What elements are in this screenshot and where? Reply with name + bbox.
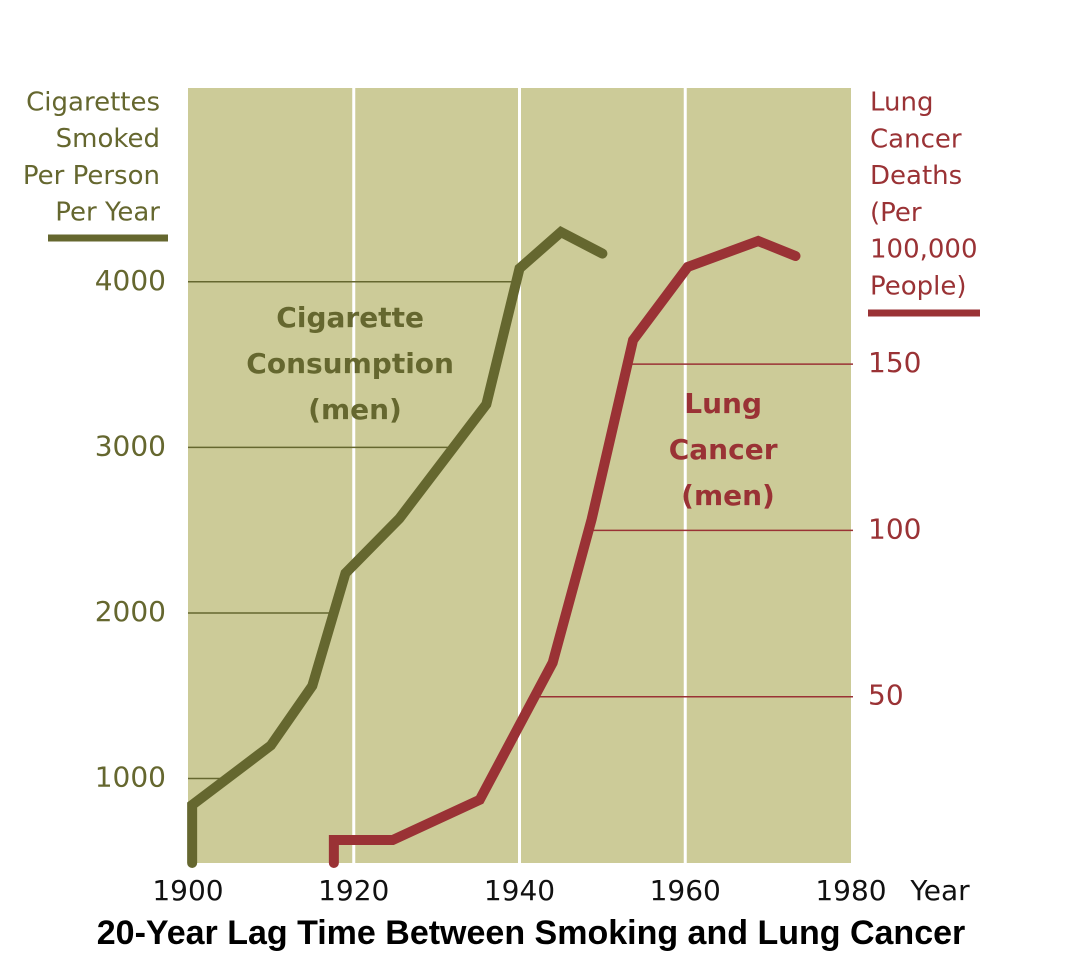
series-label: Cigarette Consumption (men) [246, 301, 463, 426]
y-tick-label: 2000 [95, 595, 166, 628]
y2-axis-label: (Per [870, 198, 922, 228]
y-tick-label: 3000 [95, 429, 166, 462]
y2-axis-label: 100,000 [870, 235, 978, 265]
y-tick-label: 1000 [95, 761, 166, 794]
series-line [187, 226, 608, 868]
y-axis-label: Per Year [55, 198, 160, 228]
x-tick-label: 1920 [318, 874, 389, 907]
y2-tick-label: 150 [868, 346, 921, 379]
y-axis-label: Smoked [56, 124, 160, 154]
y-axis-label: Per Person [23, 161, 160, 191]
series-label: Lung Cancer (men) [669, 387, 788, 512]
y2-axis-label: Cancer [870, 124, 962, 154]
y2-tick-label: 50 [868, 679, 904, 712]
y2-tick-label: 100 [868, 512, 921, 545]
x-tick-label: 1960 [650, 874, 721, 907]
y-tick-label: 4000 [95, 264, 166, 297]
x-tick-label: 1900 [152, 874, 223, 907]
y-axis-label: Cigarettes [26, 88, 160, 118]
x-axis-label: Year [909, 874, 970, 907]
chart-title: 20-Year Lag Time Between Smoking and Lun… [97, 914, 966, 952]
x-tick-label: 1980 [815, 874, 886, 907]
y2-axis-label: People) [870, 272, 967, 302]
y2-axis-label: Deaths [870, 161, 962, 191]
y2-axis-label: Lung [870, 88, 934, 118]
series-line [328, 235, 801, 868]
x-tick-label: 1940 [484, 874, 555, 907]
